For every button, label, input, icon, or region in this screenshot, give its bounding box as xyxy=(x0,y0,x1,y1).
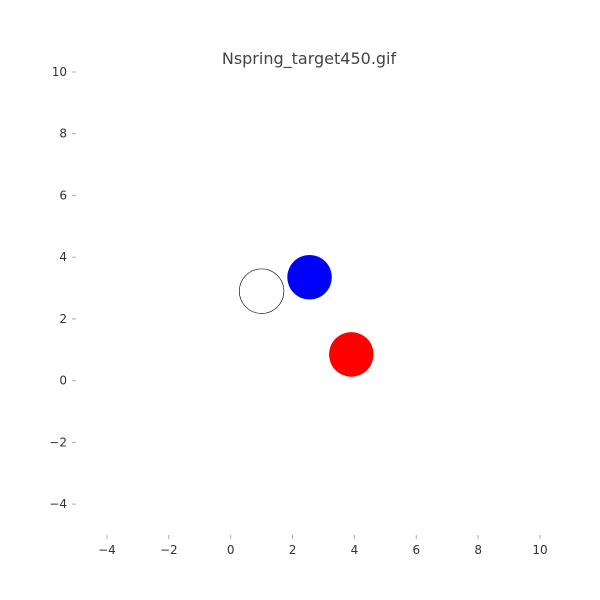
y-tick-label: −4 xyxy=(49,497,67,511)
x-tick-label: 10 xyxy=(532,543,547,557)
x-tick-label: −2 xyxy=(160,543,178,557)
y-tick-label: 0 xyxy=(59,374,67,388)
x-tick-label: 8 xyxy=(474,543,482,557)
x-axis-ticks: −4 −2 0 2 4 6 8 10 xyxy=(98,535,548,557)
y-tick-label: 4 xyxy=(59,250,67,264)
x-tick-label: 4 xyxy=(351,543,359,557)
scatter-point-3 xyxy=(329,332,374,377)
y-tick-label: 10 xyxy=(52,65,67,79)
scatter-point-1 xyxy=(239,268,285,314)
x-tick-label: −4 xyxy=(98,543,116,557)
x-tick-label: 2 xyxy=(289,543,297,557)
x-tick-label: 6 xyxy=(412,543,420,557)
y-tick-label: 8 xyxy=(59,127,67,141)
y-axis-ticks: −4 −2 0 2 4 6 8 10 xyxy=(49,65,76,511)
y-tick-label: 2 xyxy=(59,312,67,326)
y-tick-label: 6 xyxy=(59,188,67,202)
chart-title: Nspring_target450.gif xyxy=(222,49,397,69)
chart-marks xyxy=(239,254,374,377)
scatter-point-2 xyxy=(287,254,332,300)
x-tick-label: 0 xyxy=(227,543,235,557)
y-tick-label: −2 xyxy=(49,435,67,449)
